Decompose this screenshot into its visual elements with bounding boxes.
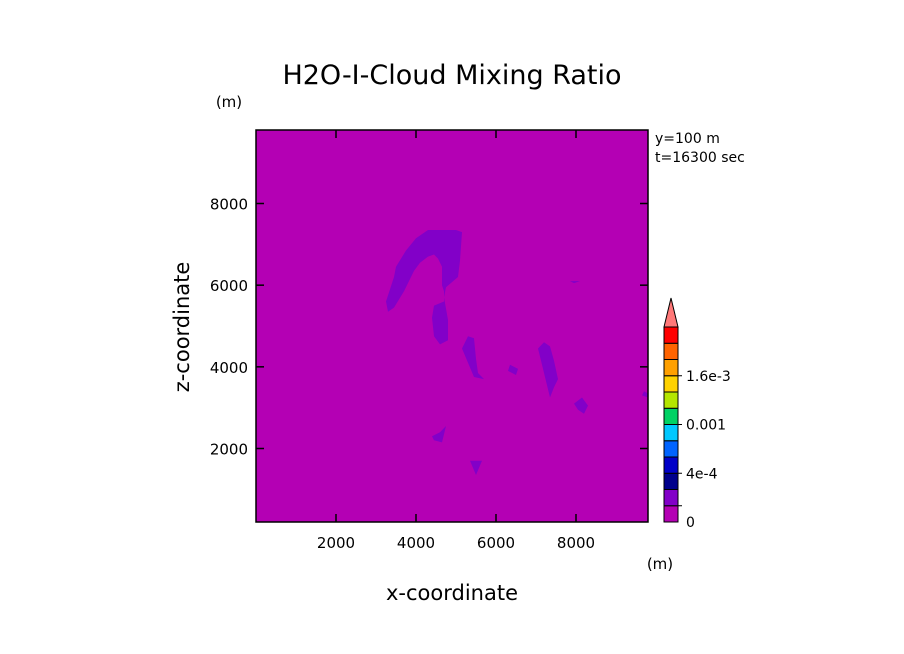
x-tick-label: 2000 — [317, 534, 355, 552]
colorbar-label: 0.001 — [686, 418, 726, 434]
cloud-patch-5 — [470, 460, 482, 475]
colorbar-box — [663, 505, 679, 523]
colorbar-box — [663, 424, 679, 442]
colorbar-label: 4e-4 — [686, 466, 718, 482]
x-tick-label: 8000 — [557, 534, 595, 552]
colorbar-box — [663, 407, 679, 425]
cloud-patch-7 — [570, 281, 580, 284]
y-tick-label: 2000 — [210, 441, 248, 459]
x-tick-label: 6000 — [477, 534, 515, 552]
cloud-patch-3 — [574, 397, 588, 414]
colorbar-box — [663, 456, 679, 474]
colorbar-box — [663, 440, 679, 458]
plot-frame — [255, 129, 649, 523]
cloud-patch-4 — [432, 426, 446, 443]
colorbar-box — [663, 359, 679, 377]
y-unit-label: (m) — [216, 93, 242, 111]
plot-background — [256, 130, 648, 522]
y-tick-label: 6000 — [210, 277, 248, 295]
colorbar-box — [663, 375, 679, 393]
x-unit-label: (m) — [647, 555, 673, 573]
colorbar: 0 4e-4 0.001 1.6e-3 — [663, 297, 731, 531]
plot-area — [255, 129, 649, 523]
colorbar-label: 0 — [686, 515, 695, 531]
cloud-patch-2 — [538, 342, 558, 398]
colorbar-box — [663, 342, 679, 360]
colorbar-box — [663, 489, 679, 507]
chart-title: H2O-I-Cloud Mixing Ratio — [282, 60, 621, 91]
colorbar-extend-triangle — [663, 297, 679, 328]
y-axis: 2000 4000 6000 8000 — [210, 196, 648, 459]
x-axis-label: x-coordinate — [386, 581, 518, 605]
cloud-patch-6 — [508, 364, 518, 375]
annotation-y: y=100 m — [655, 131, 720, 147]
cloud-patch-1 — [462, 336, 484, 380]
y-tick-label: 8000 — [210, 196, 248, 214]
x-axis: 2000 4000 6000 8000 — [317, 130, 595, 552]
colorbar-box — [663, 472, 679, 490]
colorbar-box — [663, 326, 679, 344]
cloud-main — [386, 230, 462, 345]
y-tick-label: 4000 — [210, 359, 248, 377]
annotation-t: t=16300 sec — [655, 150, 745, 166]
colorbar-box — [663, 391, 679, 409]
y-axis-label: z-coordinate — [170, 262, 194, 393]
cloud-patch-8 — [642, 391, 648, 398]
colorbar-label: 1.6e-3 — [686, 369, 731, 385]
x-tick-label: 4000 — [397, 534, 435, 552]
